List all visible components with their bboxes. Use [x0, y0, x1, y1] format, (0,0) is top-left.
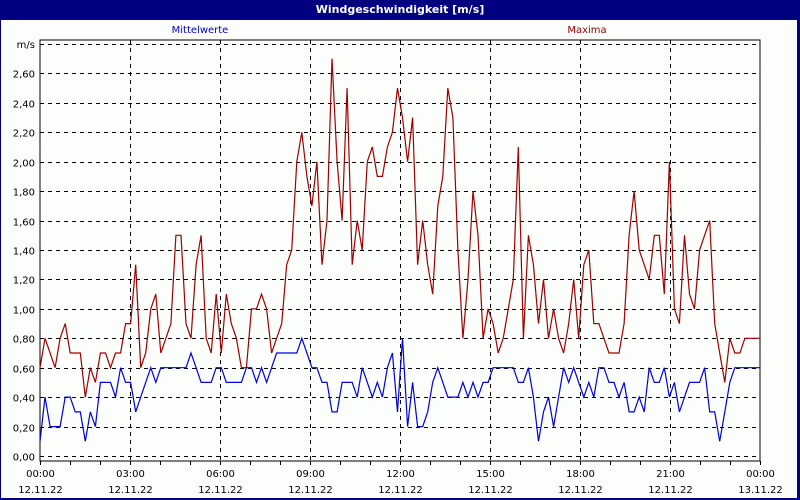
x-tick-date: 13.11.22: [738, 485, 783, 496]
x-tick-time: 18:00: [566, 469, 595, 480]
x-tick-date: 12.11.22: [198, 485, 243, 496]
y-tick-label: 2,00: [13, 159, 35, 170]
x-tick-date: 12.11.22: [18, 485, 63, 496]
y-tick-label: 2,20: [13, 129, 35, 140]
x-tick-date: 12.11.22: [468, 485, 513, 496]
x-tick-date: 12.11.22: [108, 485, 153, 496]
series-mittelwerte: [39, 336, 760, 442]
y-tick-label: 2,40: [13, 100, 35, 111]
x-tick-time: 03:00: [116, 469, 145, 480]
y-tick-label: 1,60: [13, 218, 35, 229]
y-tick-label: 1,40: [13, 247, 35, 258]
y-tick-label: 0,00: [13, 453, 35, 464]
y-tick-label: 0,20: [13, 424, 35, 435]
y-tick-label: 2,60: [13, 70, 35, 81]
legend-maxima: Maxima: [567, 25, 607, 36]
legend-mittelwerte: Mittelwerte: [171, 25, 229, 36]
series-maxima: [39, 58, 760, 398]
x-tick-time: 09:00: [296, 469, 325, 480]
x-tick-date: 12.11.22: [558, 485, 603, 496]
x-tick-date: 12.11.22: [648, 485, 693, 496]
x-tick-time: 00:00: [746, 469, 775, 480]
x-tick-time: 21:00: [656, 469, 685, 480]
x-tick-time: 00:00: [26, 469, 55, 480]
y-tick-label: 1,20: [13, 276, 35, 287]
x-tick-date: 12.11.22: [378, 485, 423, 496]
y-tick-label: 1,00: [13, 306, 35, 317]
y-tick-label: 0,60: [13, 365, 35, 376]
x-tick-time: 15:00: [476, 469, 505, 480]
y-tick-label: 0,80: [13, 335, 35, 346]
chart-title: Windgeschwindigkeit [m/s]: [315, 3, 485, 16]
x-tick-time: 12:00: [386, 469, 415, 480]
y-tick-label: 0,40: [13, 394, 35, 405]
x-tick-time: 06:00: [206, 469, 235, 480]
x-tick-date: 12.11.22: [288, 485, 333, 496]
y-unit-label: m/s: [17, 40, 35, 51]
y-tick-label: 1,80: [13, 188, 35, 199]
